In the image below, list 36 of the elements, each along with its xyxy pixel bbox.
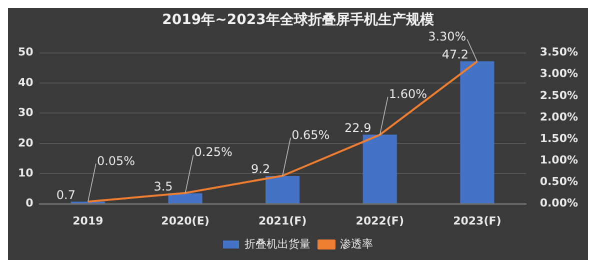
legend-label: 折叠机出货量	[244, 237, 310, 250]
data-label: 9.2	[251, 162, 270, 176]
data-label: 0.25%	[194, 145, 232, 160]
y-tick-label: 40	[18, 76, 34, 89]
data-label: 22.9	[344, 120, 372, 135]
y-tick-label: 20	[18, 136, 34, 150]
data-label: 47.2	[442, 47, 469, 62]
data-label: 3.5	[154, 179, 173, 194]
data-label: 1.60%	[388, 86, 428, 101]
y2-tick-label: 2.50%	[540, 88, 578, 102]
bar	[460, 61, 494, 204]
legend-label: 渗透率	[340, 237, 373, 250]
chart-title: 2019年~2023年全球折叠屏手机生产规模	[162, 11, 435, 28]
y-tick-label: 0	[26, 196, 34, 210]
x-tick-label: 2021(F)	[258, 214, 307, 228]
y2-tick-label: 0.00%	[540, 196, 578, 210]
bar	[266, 176, 300, 204]
data-label: 0.65%	[292, 128, 330, 142]
x-tick-label: 2023(F)	[453, 214, 502, 228]
data-label: 3.30%	[428, 30, 466, 44]
y2-tick-label: 3.00%	[540, 67, 578, 80]
data-label: 0.7	[56, 188, 76, 202]
x-tick-label: 2020(E)	[161, 214, 210, 228]
y-tick-label: 10	[18, 166, 34, 180]
y2-tick-label: 1.00%	[540, 154, 578, 167]
y-tick-label: 30	[18, 106, 34, 120]
bar	[168, 193, 202, 204]
bar	[362, 134, 397, 204]
y-tick-label: 50	[18, 46, 34, 59]
y2-tick-label: 1.50%	[540, 132, 578, 145]
data-label: 0.05%	[96, 154, 136, 168]
y2-tick-label: 3.50%	[540, 46, 578, 59]
y2-tick-label: 0.50%	[540, 175, 578, 188]
x-tick-label: 2019	[72, 214, 104, 228]
x-tick-label: 2022(F)	[356, 214, 404, 228]
y2-tick-label: 2.00%	[540, 110, 578, 124]
